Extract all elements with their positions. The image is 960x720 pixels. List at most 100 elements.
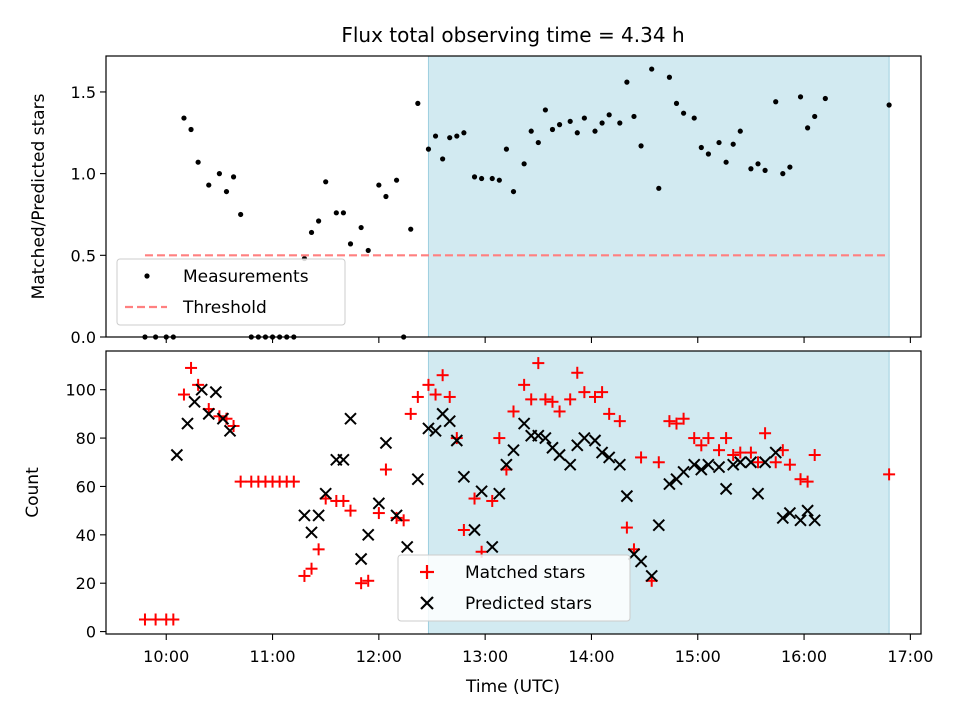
top-y-axis-label: Matched/Predicted stars xyxy=(29,93,49,299)
data-point xyxy=(333,210,339,216)
data-point-predicted xyxy=(362,528,375,542)
y-tick-label: 40 xyxy=(76,526,96,545)
data-point-matched xyxy=(518,378,531,391)
data-point xyxy=(581,115,587,121)
data-point-matched xyxy=(337,494,350,507)
legend-marker-predicted xyxy=(420,596,434,610)
data-point xyxy=(666,74,673,80)
legend-marker-matched xyxy=(420,565,434,579)
legend-label-predicted: Predicted stars xyxy=(465,594,592,614)
data-point-matched xyxy=(507,405,520,418)
data-point xyxy=(716,139,722,146)
data-point-predicted xyxy=(223,424,237,438)
y-tick-label: 1.5 xyxy=(71,83,96,102)
data-point xyxy=(705,151,711,157)
data-point-matched xyxy=(287,475,300,488)
data-point xyxy=(528,128,534,134)
bottom-x-axis-label: Time (UTC) xyxy=(465,677,560,697)
data-point xyxy=(383,193,389,200)
data-point xyxy=(432,133,439,139)
data-point xyxy=(656,185,662,191)
data-point xyxy=(822,95,828,102)
data-point-predicted xyxy=(429,424,442,438)
data-point-predicted xyxy=(298,509,311,522)
data-point-predicted xyxy=(337,453,350,467)
bottom-y-axis: 0 20 40 60 80 100 xyxy=(65,381,106,642)
data-point xyxy=(195,159,201,165)
data-point-matched xyxy=(486,494,499,507)
data-point xyxy=(316,218,322,224)
data-point xyxy=(415,100,421,106)
bottom-plot-area xyxy=(138,351,896,634)
data-point-predicted xyxy=(652,518,665,532)
data-point xyxy=(425,146,432,152)
data-point xyxy=(592,128,598,134)
data-point-predicted xyxy=(808,514,821,527)
data-point-matched xyxy=(379,463,392,476)
data-point-predicted xyxy=(372,497,386,510)
data-point-predicted xyxy=(305,526,318,539)
y-tick-label: 0.0 xyxy=(71,328,96,347)
data-point xyxy=(206,182,212,188)
data-point-predicted xyxy=(195,383,208,396)
data-point-matched xyxy=(688,432,701,445)
data-point-predicted xyxy=(794,514,807,527)
legend-box xyxy=(116,258,346,326)
x-tick-label: 15:00 xyxy=(675,647,721,666)
data-point xyxy=(599,120,605,126)
bottom-legend: Matched stars Predicted stars xyxy=(397,554,631,622)
y-tick-label: 20 xyxy=(76,574,96,593)
data-point-predicted xyxy=(734,456,747,469)
data-point xyxy=(737,128,743,134)
data-point xyxy=(624,79,630,85)
data-point-predicted xyxy=(719,482,733,496)
data-point xyxy=(723,159,729,165)
data-point xyxy=(812,113,818,120)
data-point xyxy=(308,229,315,236)
data-point xyxy=(787,164,793,170)
data-point-matched xyxy=(234,475,247,488)
data-point-predicted xyxy=(450,434,464,447)
data-point-predicted xyxy=(493,487,506,500)
y-tick-label: 0.5 xyxy=(71,246,96,265)
data-point-predicted xyxy=(801,504,814,517)
data-point xyxy=(691,115,697,121)
data-point xyxy=(556,122,563,128)
data-point-matched xyxy=(734,446,747,459)
data-point-predicted xyxy=(769,446,782,459)
data-point-matched xyxy=(883,468,896,481)
x-tick-label: 11:00 xyxy=(249,647,295,666)
data-point-matched xyxy=(305,562,318,575)
data-point-matched xyxy=(553,405,566,418)
data-point-predicted xyxy=(486,540,499,554)
y-tick-label: 60 xyxy=(76,477,96,496)
data-point-matched xyxy=(372,507,385,520)
data-point xyxy=(376,182,382,188)
data-point xyxy=(698,144,704,151)
data-point-predicted xyxy=(688,458,701,471)
data-point xyxy=(188,126,194,133)
data-point-matched xyxy=(436,369,449,382)
data-point-predicted xyxy=(532,429,545,442)
data-point-matched xyxy=(713,444,726,457)
top-panel: 0.0 0.5 1.0 1.5 Matched/Predicted stars Mea… xyxy=(29,55,922,347)
top-y-axis: 0.0 0.5 1.0 1.5 xyxy=(71,83,106,347)
data-point-matched xyxy=(596,386,609,399)
data-point-matched xyxy=(422,378,435,391)
data-point-predicted xyxy=(578,431,591,445)
data-point xyxy=(230,174,237,180)
data-point-matched xyxy=(167,613,180,626)
data-point-predicted xyxy=(216,412,230,425)
data-point-predicted xyxy=(758,456,772,469)
data-point-predicted xyxy=(475,485,488,498)
data-point-matched xyxy=(411,390,424,403)
data-point-matched xyxy=(312,543,325,556)
data-point-predicted xyxy=(751,487,765,500)
data-point xyxy=(503,146,510,152)
x-tick-label: 14:00 xyxy=(568,647,614,666)
data-point xyxy=(886,102,892,108)
data-point xyxy=(617,120,623,126)
data-point xyxy=(638,143,644,149)
data-point xyxy=(216,171,222,177)
data-point-matched xyxy=(443,390,456,403)
